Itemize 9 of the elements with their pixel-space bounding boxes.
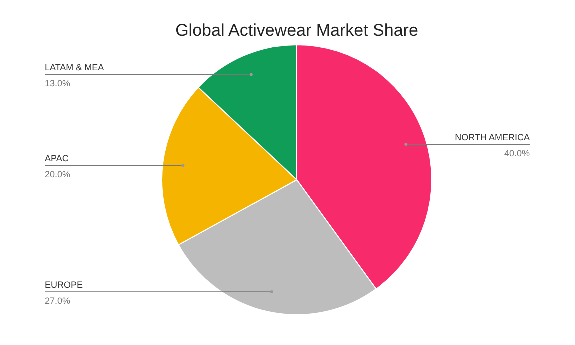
data-label: 27.0% bbox=[45, 296, 71, 306]
slice-label: LATAM & MEA bbox=[45, 62, 104, 73]
slice-label: NORTH AMERICA bbox=[455, 132, 530, 143]
data-label: 13.0% bbox=[45, 78, 71, 89]
chart-title: Global Activewear Market Share bbox=[176, 21, 418, 40]
slice-label: APAC bbox=[45, 154, 70, 164]
slice-label: EUROPE bbox=[45, 280, 84, 290]
data-label: 20.0% bbox=[45, 170, 71, 180]
data-label: 40.0% bbox=[504, 148, 530, 159]
